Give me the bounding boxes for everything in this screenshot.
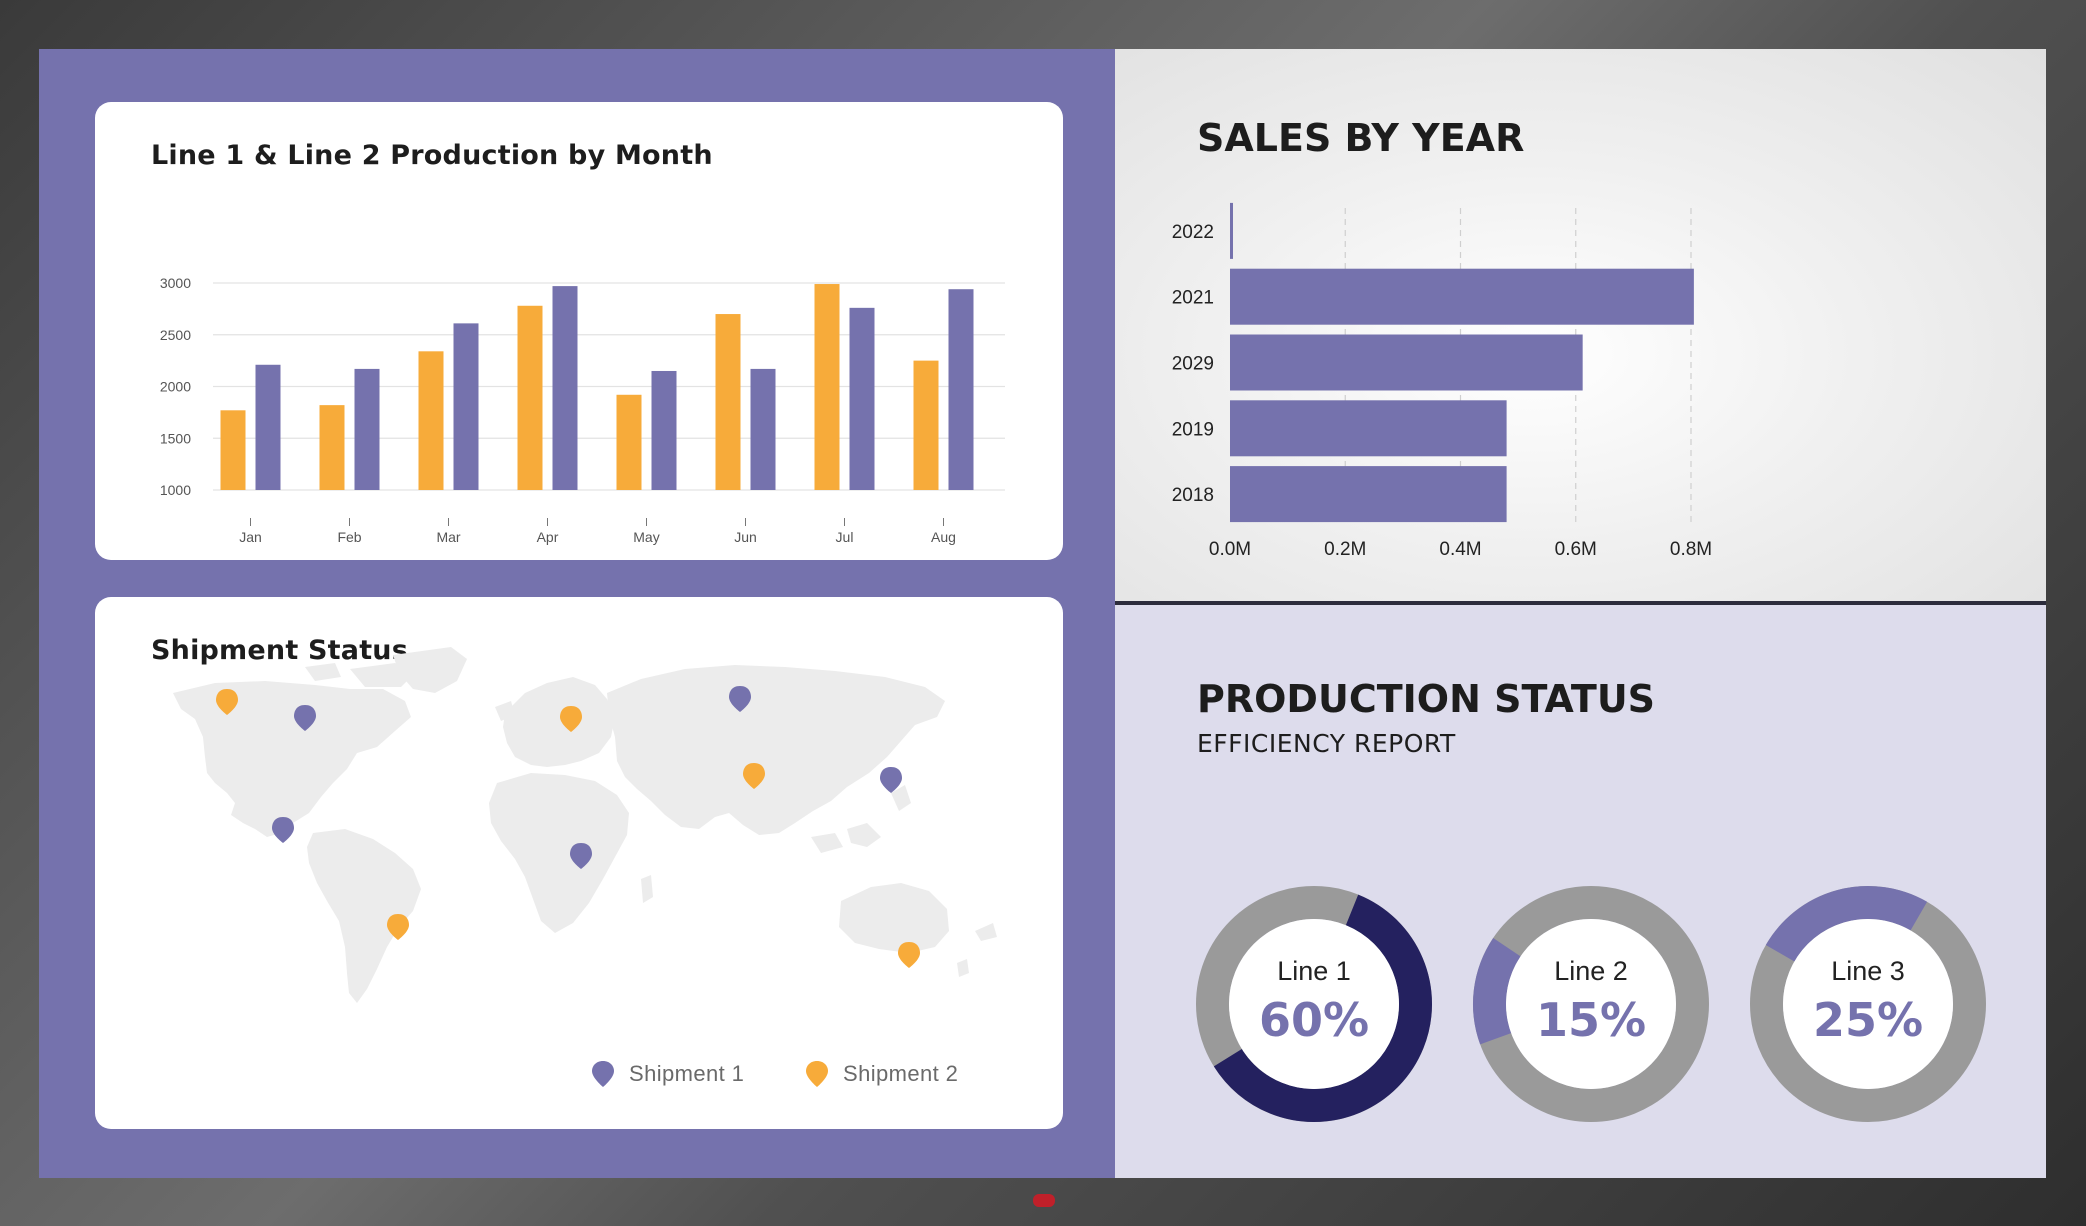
bar (1230, 466, 1507, 523)
donut-label: Line 3 (1831, 956, 1905, 986)
shipment-status-title: Shipment Status (151, 635, 408, 666)
bar (814, 284, 840, 490)
panel-divider (1115, 601, 2046, 605)
production-chart-title: Line 1 & Line 2 Production by Month (151, 140, 713, 171)
map-pin-icon (387, 914, 409, 940)
bar (948, 289, 974, 490)
donut-hole (1783, 919, 1953, 1089)
bar (1230, 400, 1507, 457)
bar (750, 368, 776, 490)
donut-1: Line 1 60% (1196, 886, 1432, 1122)
map-pin-icon (216, 689, 238, 715)
production-chart-card: Line 1 & Line 2 Production by Month 1000… (95, 102, 1063, 560)
bar (354, 368, 380, 490)
map-pin-icon (743, 763, 765, 789)
bar (255, 364, 281, 490)
sales-by-year-panel: SALES BY YEAR 0.0M 0.2M 0.4M 0.6M 0.8M 2022 20… (1115, 49, 2046, 603)
x-tick-label: 0.6M (1555, 539, 1597, 560)
y-tick-label: 2500 (160, 327, 191, 343)
bar (1230, 334, 1583, 391)
shipment-pins (216, 686, 920, 968)
map-pin-icon (806, 1061, 828, 1087)
donut-3: Line 3 25% (1750, 886, 1986, 1123)
power-led (1033, 1194, 1055, 1207)
x-tick-label: Feb (337, 529, 361, 545)
bar (220, 410, 246, 490)
sales-title: SALES BY YEAR (1197, 116, 1525, 160)
x-tick-label: 0.4M (1439, 539, 1481, 560)
legend-label: Shipment 2 (843, 1061, 959, 1086)
x-tick-label: Mar (436, 529, 460, 545)
sales-bar-chart: 0.0M 0.2M 0.4M 0.6M 0.8M 2022 2021 2029 2019 2018 (1172, 202, 1712, 560)
donut-value: 60% (1259, 993, 1369, 1047)
legend-label: Shipment 1 (629, 1061, 745, 1086)
shipment-status-card: Shipment Status (95, 597, 1063, 1129)
world-map (173, 647, 997, 1003)
bar (651, 370, 677, 490)
donut-2: Line 2 15% (1473, 886, 1709, 1122)
y-tick-label: 2022 (1172, 222, 1214, 243)
x-tick-label: Aug (931, 529, 956, 545)
x-tick-label: Jun (734, 529, 757, 545)
map-pin-icon (294, 705, 316, 731)
map-pin-icon (560, 706, 582, 732)
production-bar-chart: 1000 1500 2000 2500 3000 Jan Feb Mar Apr May Jun Ju… (160, 275, 1005, 545)
bar (418, 351, 444, 490)
bar (715, 314, 741, 490)
y-tick-label: 2000 (160, 379, 191, 395)
world-map-landmass (173, 647, 997, 1003)
production-status-subtitle: EFFICIENCY REPORT (1197, 729, 1456, 758)
y-tick-label: 2021 (1172, 288, 1214, 309)
bar (849, 307, 875, 490)
donut-value: 15% (1536, 993, 1646, 1047)
y-tick-label: 2029 (1172, 354, 1214, 375)
bar (319, 405, 345, 490)
donut-segment (1196, 886, 1432, 1122)
map-pin-icon (592, 1061, 614, 1087)
bar (1230, 268, 1694, 325)
map-pin-icon (880, 767, 902, 793)
donut-label: Line 1 (1277, 956, 1351, 986)
y-tick-label: 3000 (160, 275, 191, 291)
map-pin-icon (272, 817, 294, 843)
donut-hole (1229, 919, 1399, 1089)
dashboard-screen: Line 1 & Line 2 Production by Month 1000… (39, 49, 2046, 1178)
bar (517, 305, 543, 490)
bar (453, 323, 479, 490)
x-tick-label: Jul (836, 529, 854, 545)
map-pin-icon (729, 686, 751, 712)
x-tick-label: 0.0M (1209, 539, 1251, 560)
x-tick-label: 0.2M (1324, 539, 1366, 560)
y-tick-label: 2019 (1172, 419, 1214, 440)
donut-value: 25% (1813, 993, 1923, 1047)
donut-hole (1506, 919, 1676, 1089)
map-pin-icon (570, 843, 592, 869)
production-status-panel: PRODUCTION STATUS EFFICIENCY REPORT Line… (1115, 605, 2046, 1178)
x-tick-label: May (633, 529, 659, 545)
left-pane: Line 1 & Line 2 Production by Month 1000… (39, 49, 1115, 1178)
y-tick-label: 1500 (160, 430, 191, 446)
y-tick-label: 2018 (1172, 485, 1214, 506)
bar (1230, 202, 1233, 259)
x-tick-label: 0.8M (1670, 539, 1712, 560)
bar (552, 286, 578, 490)
donut-label: Line 2 (1554, 956, 1628, 986)
x-tick-label: Apr (537, 529, 559, 545)
y-tick-label: 1000 (160, 482, 191, 498)
x-tick-label: Jan (239, 529, 262, 545)
production-status-title: PRODUCTION STATUS (1197, 677, 1656, 721)
map-pin-icon (898, 942, 920, 968)
bar (616, 394, 642, 490)
bar (913, 360, 939, 490)
efficiency-donuts: Line 1 60% Line 2 15% Line 3 25% (1196, 886, 1986, 1123)
